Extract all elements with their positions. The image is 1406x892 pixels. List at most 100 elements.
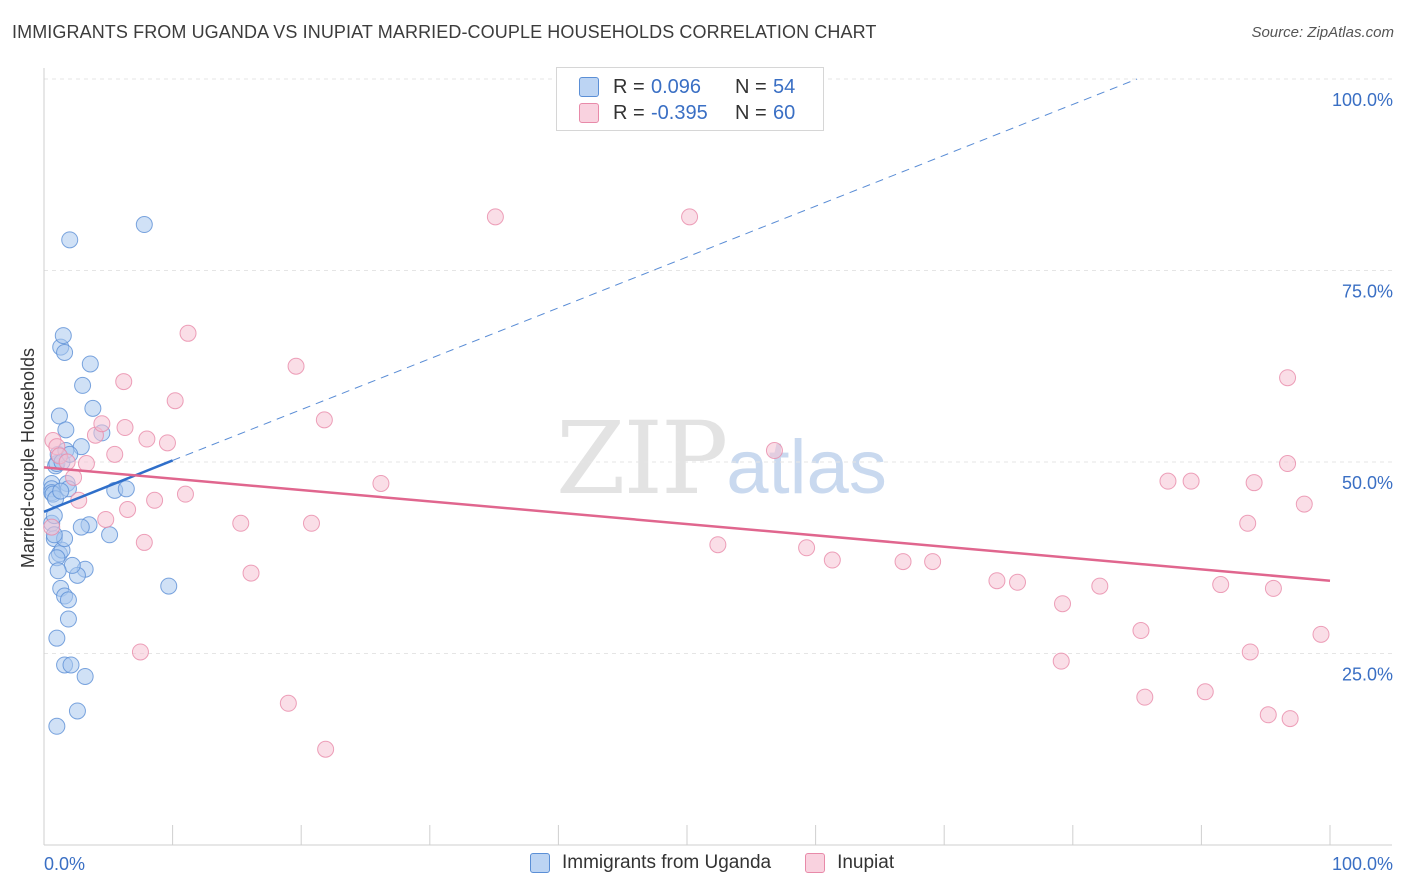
inupiat-point [176, 485, 194, 503]
source-credit: Source: ZipAtlas.com [1251, 24, 1394, 41]
uganda-point [81, 355, 99, 373]
stats-legend: R = 0.096 N = 54 R = -0.395 N = 60 [556, 67, 824, 131]
legend-row-uganda: R = 0.096 N = 54 [579, 75, 795, 99]
inupiat-point [1054, 595, 1072, 613]
inupiat-point [988, 572, 1006, 590]
inupiat-point [166, 392, 184, 410]
inupiat-point [242, 564, 260, 582]
x-tick-label: 100.0% [1332, 854, 1393, 874]
uganda-point [48, 629, 66, 647]
inupiat-point [1009, 573, 1027, 591]
inupiat-point [1312, 625, 1330, 643]
legend-n-label: N = [735, 101, 767, 124]
series-label-uganda: Immigrants from Uganda [562, 852, 772, 873]
inupiat-point [1264, 579, 1282, 597]
inupiat-point [106, 445, 124, 463]
uganda-point [63, 556, 81, 574]
series-swatch-inupiat [805, 853, 826, 873]
inupiat-point [1259, 706, 1277, 724]
inupiat-point [146, 491, 164, 509]
inupiat-point [486, 208, 504, 226]
inupiat-point [1136, 688, 1154, 706]
series-label-inupiat: Inupiat [837, 852, 895, 873]
inupiat-point [894, 553, 912, 571]
series-legend-uganda[interactable]: Immigrants from Uganda [530, 852, 771, 874]
watermark-zip: ZIP [556, 400, 728, 517]
uganda-point [160, 577, 178, 595]
legend-n-value: 54 [773, 75, 796, 98]
legend-r-label: R = [613, 101, 645, 124]
uganda-point [57, 421, 75, 439]
inupiat-point [179, 324, 197, 342]
legend-swatch-inupiat [579, 103, 599, 123]
inupiat-point [1132, 622, 1150, 640]
legend-n-value: 60 [773, 101, 796, 124]
series-legend: Immigrants from Uganda Inupiat [530, 852, 928, 874]
inupiat-point [58, 453, 76, 471]
legend-swatch-uganda [579, 77, 599, 97]
series-legend-inupiat[interactable]: Inupiat [805, 852, 894, 874]
y-tick-label: 50.0% [1342, 473, 1393, 493]
inupiat-point [1295, 495, 1313, 513]
uganda-point [59, 610, 77, 628]
uganda-trend-line [43, 459, 174, 513]
uganda-point [56, 343, 74, 361]
watermark: ZIPatlas [556, 400, 887, 517]
inupiat-point [131, 643, 149, 661]
inupiat-point [1239, 514, 1257, 532]
uganda-point [54, 327, 72, 345]
chart-title: IMMIGRANTS FROM UGANDA VS INUPIAT MARRIE… [12, 22, 877, 42]
inupiat-point [135, 533, 153, 551]
inupiat-point [1279, 455, 1297, 473]
inupiat-point [158, 434, 176, 452]
uganda-point [117, 480, 135, 498]
inupiat-point [315, 411, 333, 429]
inupiat-point [765, 442, 783, 460]
uganda-point [135, 216, 153, 234]
uganda-point [61, 231, 79, 249]
legend-r-value: 0.096 [651, 75, 702, 98]
inupiat-point [1182, 472, 1200, 490]
inupiat-point [232, 514, 250, 532]
uganda-point [72, 518, 90, 536]
inupiat-point [93, 415, 111, 433]
inupiat-point [823, 551, 841, 569]
uganda-trend-extension [172, 78, 1138, 461]
uganda-point [84, 399, 102, 417]
inupiat-trend-line [43, 466, 1331, 582]
legend-r-label: R = [613, 75, 645, 98]
inupiat-point [372, 474, 390, 492]
uganda-point [48, 717, 66, 735]
inupiat-point [287, 357, 305, 375]
inupiat-point [1245, 474, 1263, 492]
uganda-point [76, 667, 94, 685]
inupiat-point [115, 373, 133, 391]
inupiat-point [138, 430, 156, 448]
inupiat-point [97, 510, 115, 528]
uganda-point [74, 376, 92, 394]
inupiat-point [317, 740, 335, 758]
uganda-point [49, 562, 67, 580]
inupiat-point [1241, 643, 1259, 661]
uganda-point [68, 702, 86, 720]
inupiat-point [1279, 369, 1297, 387]
y-axis-label: Married-couple Households [18, 348, 38, 568]
y-tick-label: 25.0% [1342, 665, 1393, 685]
inupiat-point [1281, 710, 1299, 728]
series-swatch-uganda [530, 853, 550, 873]
inupiat-point [302, 514, 320, 532]
inupiat-point [279, 694, 297, 712]
inupiat-point [119, 500, 137, 518]
inupiat-point [65, 468, 83, 486]
uganda-point [52, 482, 70, 500]
uganda-point [101, 526, 119, 544]
inupiat-point [1052, 652, 1070, 670]
inupiat-point [1196, 683, 1214, 701]
inupiat-point [116, 419, 134, 437]
uganda-point [59, 591, 77, 609]
legend-n-label: N = [735, 75, 767, 98]
inupiat-point [681, 208, 699, 226]
inupiat-point [43, 518, 61, 536]
uganda-point [50, 407, 68, 425]
